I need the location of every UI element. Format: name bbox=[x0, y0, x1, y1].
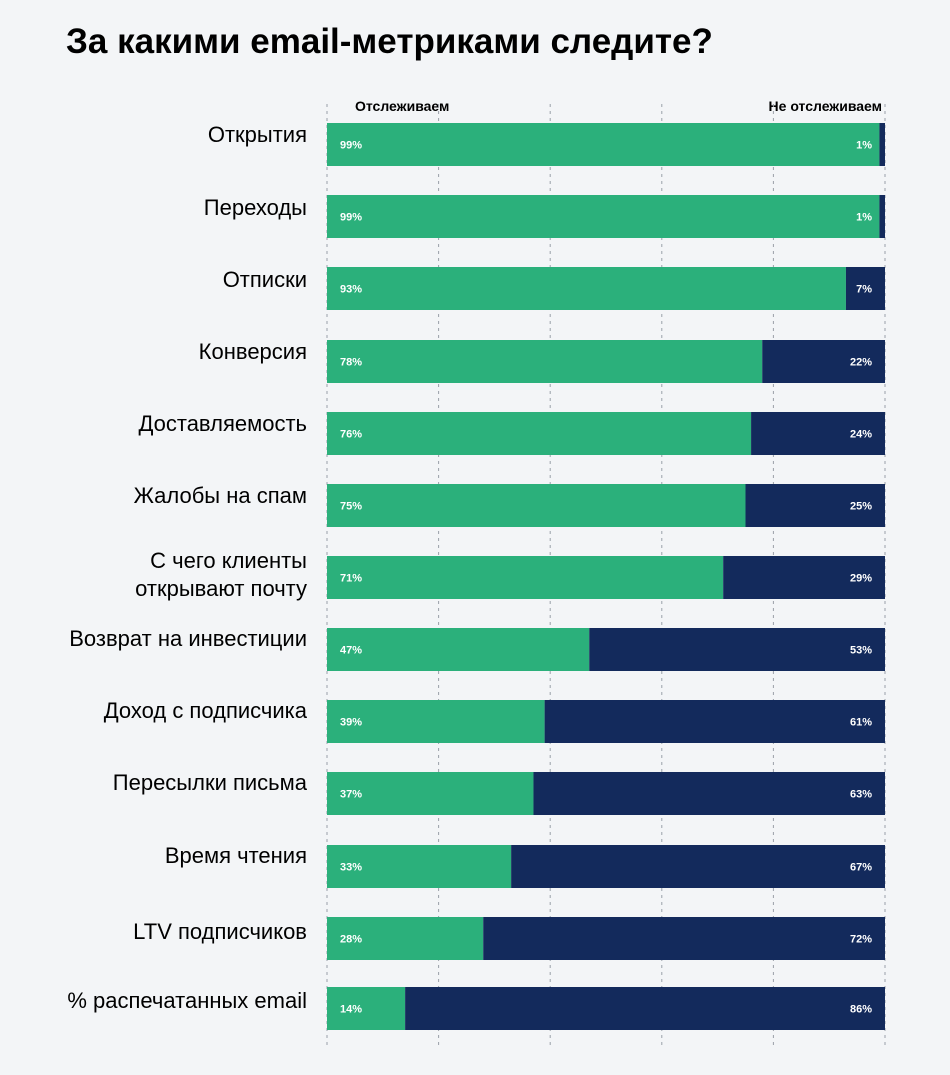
data-label-not-tracked: 29% bbox=[850, 573, 872, 585]
data-label-not-tracked: 61% bbox=[850, 717, 872, 729]
category-label: Жалобы на спам bbox=[133, 483, 307, 508]
category-label: С чего клиенты открывают почту bbox=[135, 548, 307, 601]
category-label: Открытия bbox=[207, 122, 307, 147]
category-label: Конверсия bbox=[198, 339, 307, 364]
data-label-tracked: 47% bbox=[340, 645, 362, 657]
bar-not-tracked bbox=[879, 123, 885, 166]
bar-tracked bbox=[327, 267, 846, 310]
category-label: Возврат на инвестиции bbox=[69, 626, 307, 651]
bar-tracked bbox=[327, 700, 545, 743]
data-label-not-tracked: 72% bbox=[850, 934, 872, 946]
data-label-not-tracked: 25% bbox=[850, 501, 872, 513]
data-label-not-tracked: 53% bbox=[850, 645, 872, 657]
bar-not-tracked bbox=[745, 484, 885, 527]
bar-not-tracked bbox=[589, 628, 885, 671]
data-label-not-tracked: 22% bbox=[850, 357, 872, 369]
bar-tracked bbox=[327, 628, 590, 671]
data-label-tracked: 93% bbox=[340, 284, 362, 296]
category-label: Отписки bbox=[222, 267, 307, 292]
legend-not-tracked: Не отслеживаем bbox=[768, 98, 882, 114]
data-label-tracked: 78% bbox=[340, 357, 362, 369]
data-label-tracked: 75% bbox=[340, 501, 362, 513]
bar-not-tracked bbox=[723, 556, 885, 599]
bar-tracked bbox=[327, 845, 512, 888]
data-label-tracked: 14% bbox=[340, 1004, 362, 1016]
bar-not-tracked bbox=[879, 195, 885, 238]
data-label-tracked: 33% bbox=[340, 862, 362, 874]
bar-tracked bbox=[327, 917, 484, 960]
category-label: Переходы bbox=[203, 195, 307, 220]
data-label-not-tracked: 1% bbox=[856, 140, 872, 152]
bar-tracked bbox=[327, 772, 534, 815]
data-label-tracked: 99% bbox=[340, 212, 362, 224]
category-label: Время чтения bbox=[164, 843, 307, 868]
data-label-not-tracked: 86% bbox=[850, 1004, 872, 1016]
category-label: Доход с подписчика bbox=[103, 698, 307, 723]
bar-tracked bbox=[327, 412, 752, 455]
bar-tracked bbox=[327, 123, 880, 166]
bar-tracked bbox=[327, 556, 724, 599]
bar-tracked bbox=[327, 484, 746, 527]
bar-tracked bbox=[327, 987, 406, 1030]
category-label: LTV подписчиков bbox=[133, 919, 307, 944]
bar-not-tracked bbox=[751, 412, 885, 455]
bar-not-tracked bbox=[544, 700, 885, 743]
data-label-not-tracked: 1% bbox=[856, 212, 872, 224]
bar-not-tracked bbox=[483, 917, 885, 960]
bar-tracked bbox=[327, 195, 880, 238]
data-label-tracked: 99% bbox=[340, 140, 362, 152]
data-label-tracked: 37% bbox=[340, 789, 362, 801]
data-label-tracked: 39% bbox=[340, 717, 362, 729]
data-label-tracked: 76% bbox=[340, 429, 362, 441]
bar-not-tracked bbox=[405, 987, 885, 1030]
category-label: Доставляемость bbox=[138, 411, 307, 436]
category-label: Пересылки письма bbox=[112, 770, 307, 795]
bar-not-tracked bbox=[845, 267, 885, 310]
chart-title: За какими email-метриками следите? bbox=[66, 22, 713, 61]
bar-not-tracked bbox=[511, 845, 885, 888]
bar-not-tracked bbox=[762, 340, 885, 383]
data-label-not-tracked: 67% bbox=[850, 862, 872, 874]
bar-tracked bbox=[327, 340, 763, 383]
category-label: % распечатанных email bbox=[67, 988, 307, 1013]
data-label-not-tracked: 24% bbox=[850, 429, 872, 441]
data-label-not-tracked: 7% bbox=[856, 284, 872, 296]
data-label-tracked: 28% bbox=[340, 934, 362, 946]
legend-tracked: Отслеживаем bbox=[355, 98, 450, 114]
data-label-tracked: 71% bbox=[340, 573, 362, 585]
bar-not-tracked bbox=[533, 772, 885, 815]
data-label-not-tracked: 63% bbox=[850, 789, 872, 801]
